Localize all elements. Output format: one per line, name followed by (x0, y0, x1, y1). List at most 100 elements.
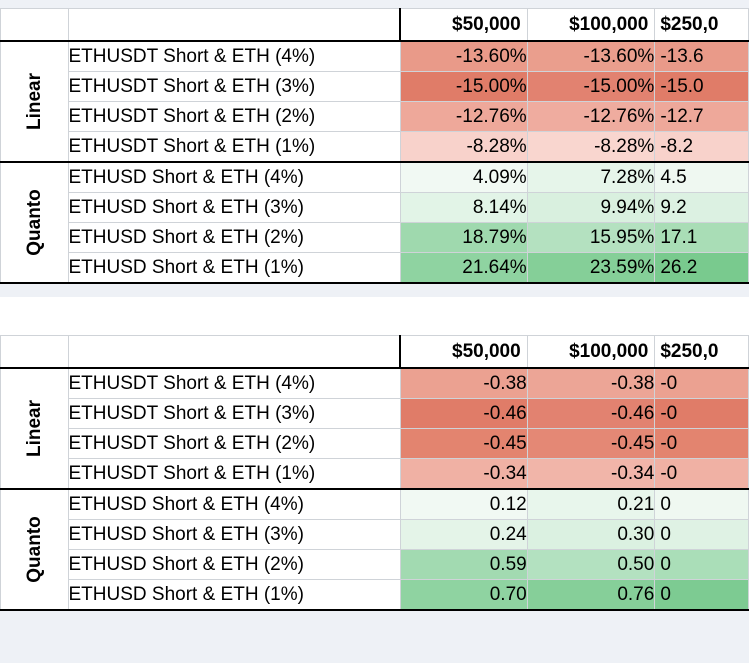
row-label-cell[interactable]: ETHUSD Short & ETH (3%) (67, 519, 401, 550)
value-cell[interactable]: -0.45 (399, 428, 528, 459)
header-label-cell[interactable] (67, 335, 402, 369)
row-label-cell[interactable]: ETHUSD Short & ETH (1%) (67, 579, 401, 611)
value-cell[interactable]: 18.79% (399, 222, 528, 253)
value-cell[interactable]: 0 (654, 549, 749, 580)
value-cell[interactable]: 9.2 (654, 192, 749, 223)
value-cell[interactable]: -12.76% (399, 101, 528, 132)
row-label-cell[interactable]: ETHUSDT Short & ETH (4%) (67, 40, 401, 72)
value-cell[interactable]: -0 (654, 367, 749, 399)
value-cell[interactable]: 0 (654, 488, 749, 520)
value-cell[interactable]: 26.2 (654, 252, 749, 284)
value-cell[interactable]: -0.38 (399, 367, 528, 399)
table-row: ETHUSDT Short & ETH (2%) -12.76% -12.76% -1… (1, 101, 749, 132)
value-cell[interactable]: -15.00% (526, 71, 656, 102)
value-cell[interactable]: -13.6 (654, 40, 749, 72)
group-label-cell[interactable]: Linear (0, 40, 69, 163)
table-row: ETHUSD Short & ETH (1%) 21.64% 23.59% 26.2 (1, 252, 749, 284)
row-label-cell[interactable]: ETHUSD Short & ETH (1%) (67, 252, 401, 284)
value-cell[interactable]: -13.60% (526, 40, 656, 72)
group-label: Linear (23, 72, 45, 131)
group-label: Quanto (23, 189, 45, 256)
column-header[interactable]: $100,000 (526, 8, 656, 42)
value-cell[interactable]: -8.28% (399, 131, 528, 163)
header-corner-cell[interactable] (0, 8, 69, 42)
group-label-cell[interactable]: Quanto (0, 488, 69, 611)
value-cell[interactable]: -0.34 (399, 458, 528, 490)
value-cell[interactable]: -13.60% (399, 40, 528, 72)
value-cell[interactable]: -8.28% (526, 131, 656, 163)
row-label-cell[interactable]: ETHUSD Short & ETH (2%) (67, 549, 401, 580)
value-cell[interactable]: 17.1 (654, 222, 749, 253)
value-cell[interactable]: 0.30 (526, 519, 656, 550)
value-cell[interactable]: 9.94% (526, 192, 656, 223)
value-cell[interactable]: -0.34 (526, 458, 656, 490)
group-label-cell[interactable]: Quanto (0, 161, 69, 284)
value-cell[interactable]: 0.50 (526, 549, 656, 580)
value-cell[interactable]: -0 (654, 398, 749, 429)
value-cell[interactable]: 0.21 (526, 488, 656, 520)
value-cell[interactable]: 0.59 (399, 549, 528, 580)
value-cell[interactable]: 0.76 (526, 579, 656, 611)
row-label-cell[interactable]: ETHUSDT Short & ETH (2%) (67, 101, 401, 132)
row-label-cell[interactable]: ETHUSDT Short & ETH (2%) (67, 428, 401, 459)
row-label-cell[interactable]: ETHUSD Short & ETH (2%) (67, 222, 401, 253)
table-row: ETHUSD Short & ETH (2%) 0.59 0.50 0 (1, 549, 749, 580)
column-header[interactable]: $50,000 (399, 8, 528, 42)
table-row: ETHUSDT Short & ETH (3%) -0.46 -0.46 -0 (1, 398, 749, 429)
value-cell[interactable]: -15.0 (654, 71, 749, 102)
table-row: ETHUSD Short & ETH (1%) 0.70 0.76 0 (1, 579, 749, 611)
column-header[interactable]: $250,0 (654, 8, 749, 42)
value-cell[interactable]: -0 (654, 458, 749, 490)
value-cell[interactable]: 0.24 (399, 519, 528, 550)
value-cell[interactable]: -0 (654, 428, 749, 459)
row-label-cell[interactable]: ETHUSDT Short & ETH (1%) (67, 131, 401, 163)
top-background-strip (0, 0, 749, 8)
bottom-background-strip (0, 648, 749, 663)
value-cell[interactable]: 21.64% (399, 252, 528, 284)
column-header[interactable]: $100,000 (526, 335, 656, 369)
value-cell[interactable]: 15.95% (526, 222, 656, 253)
row-label-cell[interactable]: ETHUSD Short & ETH (4%) (67, 161, 401, 193)
value-cell[interactable]: 8.14% (399, 192, 528, 223)
column-header[interactable]: $250,0 (654, 335, 749, 369)
row-label-cell[interactable]: ETHUSDT Short & ETH (3%) (67, 71, 401, 102)
row-label-cell[interactable]: ETHUSDT Short & ETH (4%) (67, 367, 401, 399)
value-cell[interactable]: -0.45 (526, 428, 656, 459)
table-row: ETHUSD Short & ETH (3%) 0.24 0.30 0 (1, 519, 749, 550)
table-row: ETHUSD Short & ETH (3%) 8.14% 9.94% 9.2 (1, 192, 749, 223)
row-label-cell[interactable]: ETHUSD Short & ETH (3%) (67, 192, 401, 223)
group-label-cell[interactable]: Linear (0, 367, 69, 490)
value-cell[interactable]: 23.59% (526, 252, 656, 284)
value-cell[interactable]: 0.70 (399, 579, 528, 611)
table-row: Linear ETHUSDT Short & ETH (4%) -13.60% -13… (0, 40, 749, 163)
header-row: $50,000 $100,000 $250,0 (0, 8, 749, 42)
value-cell[interactable]: -0.38 (526, 367, 656, 399)
value-cell[interactable]: 7.28% (526, 161, 656, 193)
header-corner-cell[interactable] (0, 335, 69, 369)
value-cell[interactable]: 4.5 (654, 161, 749, 193)
value-cell[interactable]: 0 (654, 519, 749, 550)
value-cell[interactable]: -8.2 (654, 131, 749, 163)
row-label-cell[interactable]: ETHUSDT Short & ETH (3%) (67, 398, 401, 429)
value-cell[interactable]: -12.76% (526, 101, 656, 132)
value-cell[interactable]: 0.12 (399, 488, 528, 520)
table-row: Linear ETHUSDT Short & ETH (4%) -0.38 -0.38… (0, 367, 749, 490)
value-cell[interactable]: -12.7 (654, 101, 749, 132)
group-label: Linear (23, 399, 45, 458)
table-row: Quanto ETHUSD Short & ETH (4%) 4.09% 7.28% 4… (0, 161, 749, 284)
table-row: ETHUSDT Short & ETH (1%) -8.28% -8.28% -8.2 (1, 131, 749, 163)
value-cell[interactable]: -0.46 (526, 398, 656, 429)
row-label-cell[interactable]: ETHUSDT Short & ETH (1%) (67, 458, 401, 490)
ratio-table: $50,000 $100,000 $250,0 Linear ETHUSDT Short… (0, 335, 749, 611)
group-label: Quanto (23, 516, 45, 583)
value-cell[interactable]: -15.00% (399, 71, 528, 102)
ratio-table-body: $50,000 $100,000 $250,0 Linear ETHUSDT Short… (0, 335, 749, 611)
column-header[interactable]: $50,000 (399, 335, 528, 369)
value-cell[interactable]: -0.46 (399, 398, 528, 429)
table-row: ETHUSDT Short & ETH (1%) -0.34 -0.34 -0 (1, 458, 749, 490)
header-label-cell[interactable] (67, 8, 402, 42)
value-cell[interactable]: 4.09% (399, 161, 528, 193)
row-label-cell[interactable]: ETHUSD Short & ETH (4%) (67, 488, 401, 520)
table-row: Quanto ETHUSD Short & ETH (4%) 0.12 0.21 0 (0, 488, 749, 611)
value-cell[interactable]: 0 (654, 579, 749, 611)
